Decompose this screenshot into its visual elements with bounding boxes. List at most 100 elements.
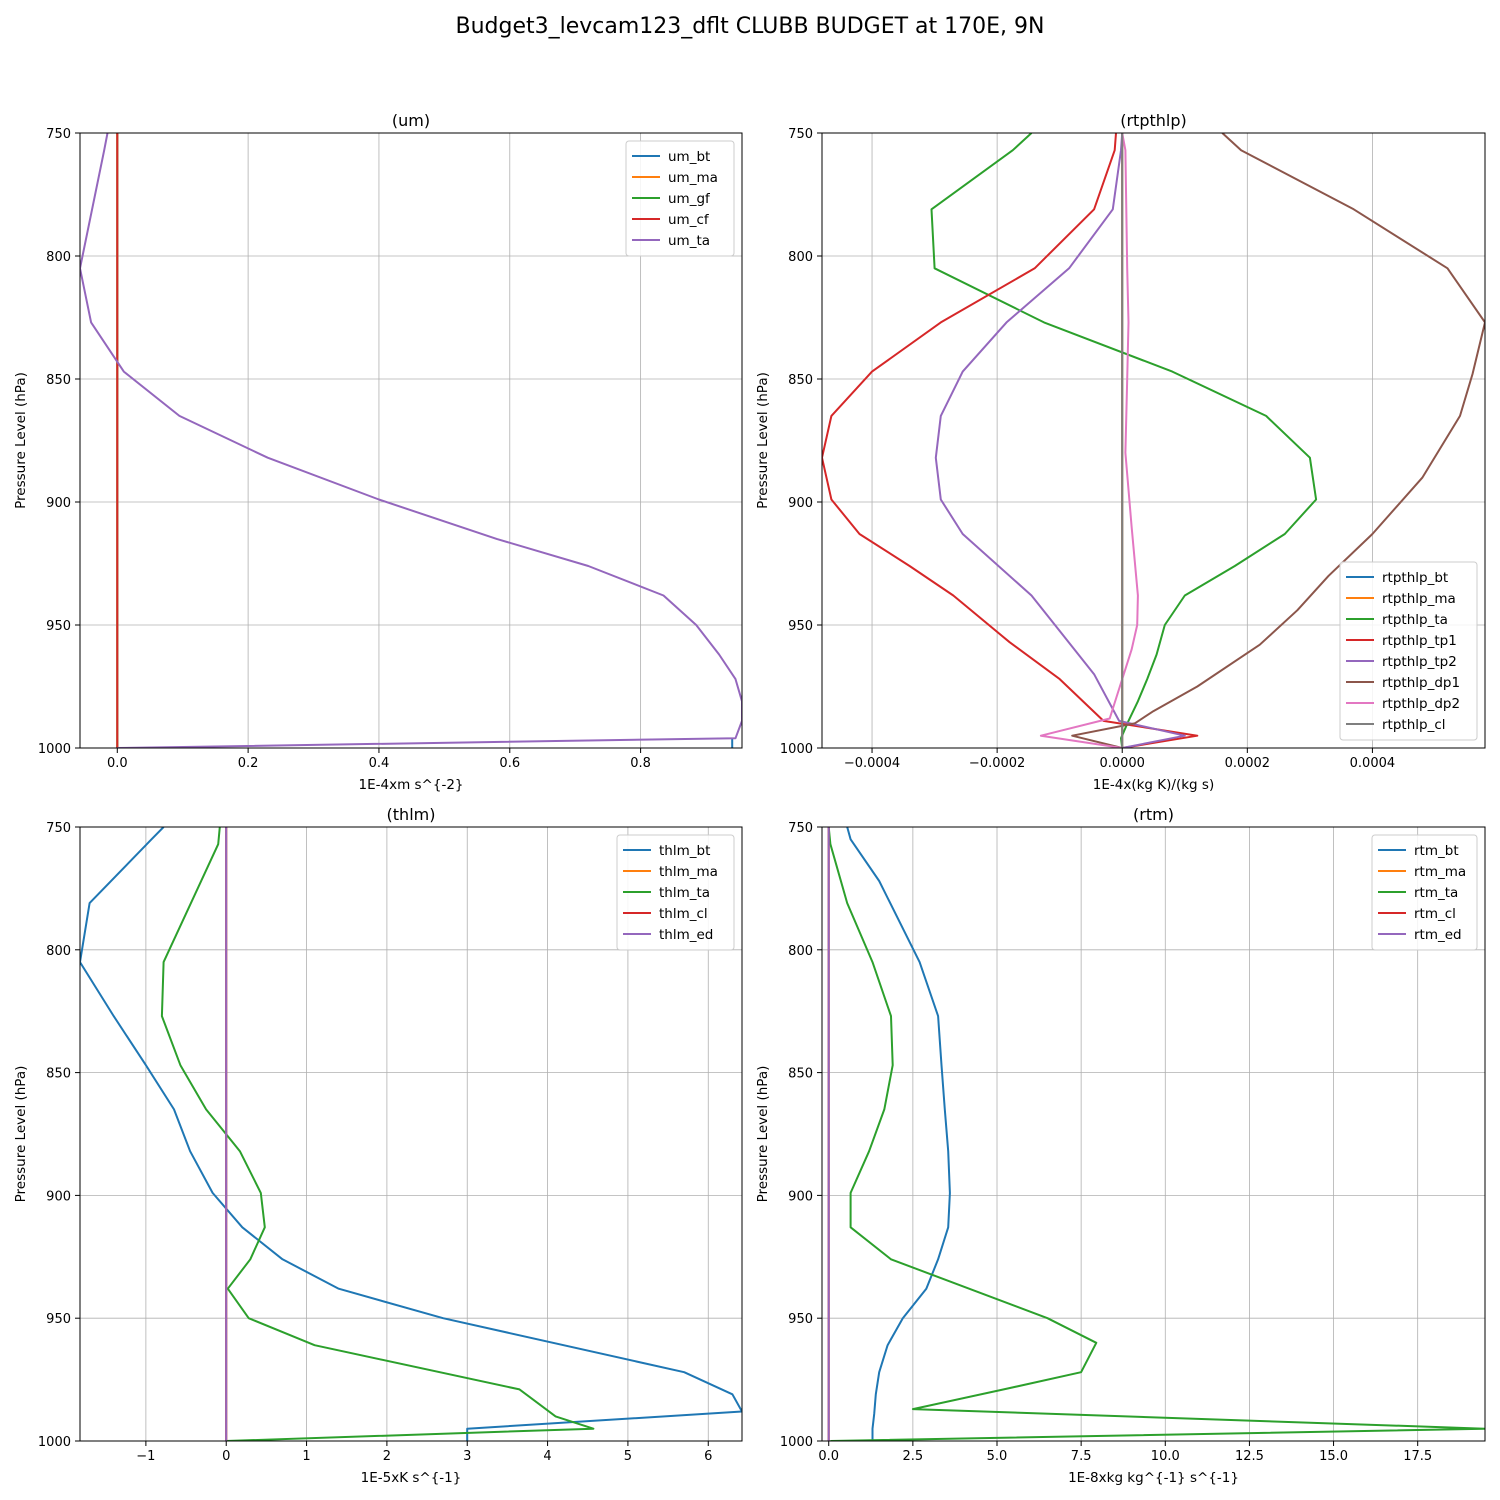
y-tick-label: 950: [788, 619, 813, 634]
y-tick-label: 900: [46, 496, 71, 511]
legend-entry: rtpthlp_tp2: [1382, 654, 1457, 670]
legend-entry: thlm_ma: [659, 864, 718, 880]
legend: rtm_bt rtm_ma rtm_ta rtm_cl rtm_ed: [1371, 834, 1478, 951]
x-tick-label: 7.5: [1071, 1449, 1092, 1464]
y-tick-label: 850: [788, 1067, 813, 1082]
y-tick-label: 850: [46, 1067, 71, 1082]
legend-entry: thlm_cl: [659, 906, 708, 922]
legend-entry: rtpthlp_dp2: [1382, 696, 1460, 712]
panel-title: (um): [392, 111, 430, 130]
y-axis-label: Pressure Level (hPa): [13, 372, 29, 509]
legend-entry: um_gf: [668, 191, 711, 207]
legend-box: [1371, 834, 1478, 951]
legend-entry: rtpthlp_cl: [1382, 717, 1446, 733]
legend-entry: rtpthlp_tp1: [1382, 633, 1457, 649]
x-tick-label: 0.0002: [1225, 756, 1271, 771]
x-tick-label: 17.5: [1403, 1449, 1432, 1464]
y-tick-label: 1000: [780, 742, 813, 757]
legend-entry: thlm_bt: [659, 843, 710, 859]
series-line-rtm_bt: [846, 827, 951, 1441]
x-tick-label: 2: [383, 1449, 391, 1464]
y-tick-label: 950: [46, 619, 71, 634]
series-line-thlm_ta: [160, 827, 595, 1441]
y-tick-label: 950: [46, 1312, 71, 1327]
legend-entry: um_bt: [668, 149, 710, 165]
x-axis-label: 1E-5xK s^{-1}: [361, 1470, 462, 1486]
y-tick-label: 950: [788, 1312, 813, 1327]
legend-entry: rtm_ta: [1414, 885, 1458, 901]
panel-title: (rtm): [1133, 805, 1174, 824]
y-tick-label: 900: [788, 496, 813, 511]
legend-box: [1339, 561, 1478, 741]
x-tick-label: −1: [136, 1449, 155, 1464]
legend: um_bt um_ma um_gf um_cf um_ta: [625, 140, 735, 257]
x-tick-label: 12.5: [1235, 1449, 1264, 1464]
series-line-rtpthlp_dp2: [1039, 133, 1139, 748]
y-axis-label: Pressure Level (hPa): [755, 1066, 771, 1203]
x-tick-label: 2.5: [903, 1449, 924, 1464]
y-tick-label: 1000: [780, 1435, 813, 1450]
legend-box: [625, 140, 735, 257]
series-group: [80, 827, 742, 1441]
legend-entry: thlm_ta: [659, 885, 710, 901]
legend-entry: um_ma: [668, 170, 718, 186]
legend-entry: um_ta: [668, 233, 710, 249]
y-axis-label: Pressure Level (hPa): [755, 372, 771, 509]
y-tick-label: 750: [788, 127, 813, 142]
x-tick-label: 3: [463, 1449, 471, 1464]
x-tick-label: 10.0: [1151, 1449, 1180, 1464]
y-tick-label: 800: [788, 944, 813, 959]
series-line-rtpthlp_tp2: [934, 133, 1186, 748]
y-tick-label: 1000: [38, 1435, 71, 1450]
legend: rtpthlp_bt rtpthlp_ma rtpthlp_ta rtpthlp_tp…: [1339, 561, 1478, 741]
x-tick-label: 15.0: [1319, 1449, 1348, 1464]
panel-title: (rtpthlp): [1120, 111, 1187, 130]
axes-frame: [79, 132, 743, 749]
chart-panel-1: 0.0 0.2 0.4 0.6 0.8 750 800 850 900 950 1000 (um) 1E…: [13, 111, 743, 793]
x-tick-label: 0.0004: [1350, 756, 1396, 771]
figure-title: Budget3_levcam123_dflt CLUBB BUDGET at 1…: [455, 14, 1045, 39]
legend-entry: rtm_ma: [1414, 864, 1466, 880]
x-tick-label: 0.4: [369, 756, 390, 771]
series-group: [80, 133, 742, 748]
legend-entry: rtm_ed: [1414, 927, 1462, 943]
legend-entry: thlm_ed: [659, 927, 713, 943]
y-axis-label: Pressure Level (hPa): [13, 1066, 29, 1203]
y-tick-label: 750: [46, 127, 71, 142]
x-tick-label: 0.0000: [1099, 756, 1145, 771]
series-line-rtpthlp_dp1: [1071, 133, 1485, 748]
axes-frame: [79, 826, 743, 1442]
legend-entry: rtm_bt: [1414, 843, 1459, 859]
panel-title: (thlm): [387, 805, 436, 824]
x-tick-label: 4: [543, 1449, 551, 1464]
x-tick-label: 0.0: [107, 756, 128, 771]
series-group: [822, 133, 1485, 748]
chart-panel-2: −0.0004 −0.0002 0.0000 0.0002 0.0004 750 800 85…: [755, 111, 1486, 793]
x-tick-label: 0.2: [238, 756, 259, 771]
series-line-rtpthlp_tp1: [822, 133, 1199, 748]
x-tick-label: 0.6: [499, 756, 520, 771]
legend-box: [616, 834, 735, 951]
chart-panel-3: −1 0 1 2 3 4 5 6 750 800 850 900 950 1000 (thlm) 1E-5xK…: [13, 805, 743, 1486]
legend-entry: rtpthlp_ta: [1382, 612, 1448, 628]
y-tick-label: 900: [788, 1189, 813, 1204]
y-tick-label: 800: [46, 944, 71, 959]
series-group: [827, 827, 1485, 1441]
legend-entry: rtm_cl: [1414, 906, 1456, 922]
y-tick-label: 850: [788, 373, 813, 388]
x-tick-label: −0.0004: [844, 756, 900, 771]
y-tick-label: 800: [46, 250, 71, 265]
y-tick-label: 800: [788, 250, 813, 265]
x-tick-label: 0.8: [630, 756, 651, 771]
series-line-rtm_ta: [827, 827, 1485, 1441]
x-tick-label: 0: [222, 1449, 230, 1464]
x-axis-label: 1E-4xm s^{-2}: [359, 777, 464, 793]
series-line-rtpthlp_ta: [930, 133, 1318, 748]
series-line-thlm_bt: [80, 827, 742, 1441]
axes-frame: [821, 132, 1486, 749]
y-tick-label: 750: [788, 821, 813, 836]
x-tick-label: 5.0: [987, 1449, 1008, 1464]
x-axis-label: 1E-8xkg kg^{-1} s^{-1}: [1068, 1470, 1239, 1486]
